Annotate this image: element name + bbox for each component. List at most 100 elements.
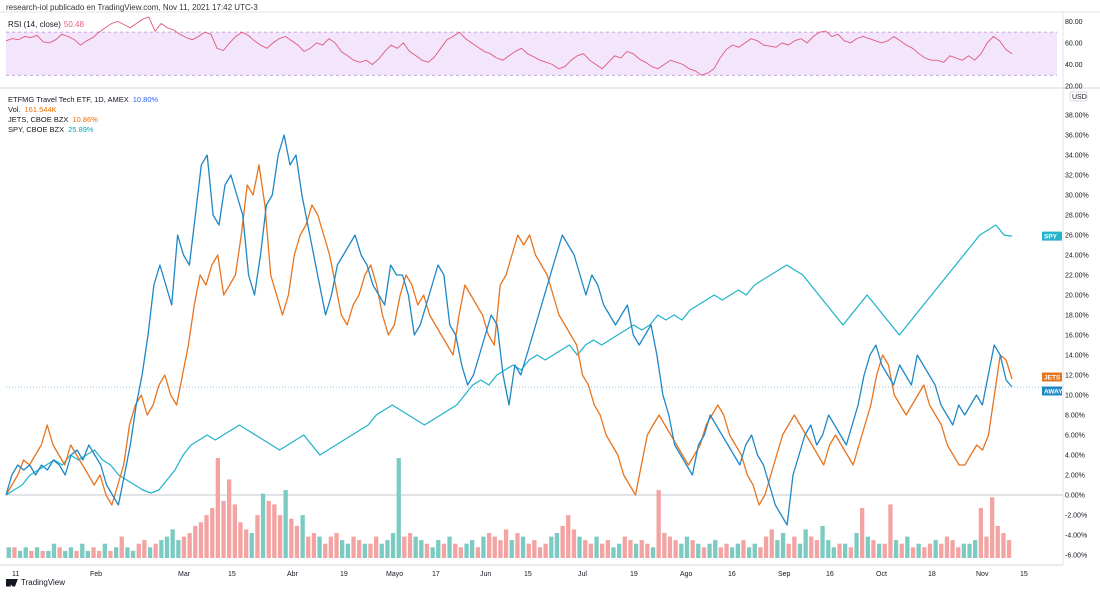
legend-value: 10.86% (72, 115, 98, 124)
volume-bar (809, 536, 814, 558)
volume-bar (1006, 540, 1012, 558)
volume-bar (345, 543, 350, 558)
legend-row-jets[interactable]: JETS, CBOE BZX 10.86% (8, 115, 158, 125)
volume-bar (221, 500, 226, 558)
volume-bar (300, 515, 305, 558)
y-tick-label: 12.00% (1065, 373, 1089, 380)
y-tick-label: -6.00% (1065, 553, 1087, 560)
volume-bar (204, 515, 209, 558)
volume-bar (922, 547, 927, 558)
volume-bar (436, 540, 441, 558)
volume-bar (617, 543, 622, 558)
volume-bar (797, 543, 803, 558)
x-tick-label: Mayo (386, 571, 403, 578)
volume-bar (854, 533, 859, 558)
y-tick-label: 10.00% (1065, 393, 1089, 400)
volume-bar (758, 547, 763, 558)
volume-bar (520, 536, 526, 558)
y-tick-label: 30.00% (1065, 193, 1089, 200)
volume-bar (566, 515, 571, 558)
volume-bar (820, 525, 825, 558)
volume-bar (379, 543, 384, 558)
volume-bar (950, 540, 955, 558)
y-tick-label: 4.00% (1065, 453, 1085, 460)
volume-bar (210, 508, 215, 558)
volume-bar (419, 540, 424, 558)
volume-bar (956, 547, 961, 558)
volume-bar (848, 547, 853, 558)
volume-bar (583, 540, 588, 558)
y-tick-label: 0.00% (1065, 493, 1085, 500)
volume-bar (990, 497, 995, 558)
volume-bar (266, 500, 271, 558)
volume-bar (735, 543, 740, 558)
volume-bar (730, 547, 735, 558)
volume-bar (159, 540, 164, 558)
y-tick-label: 32.00% (1065, 173, 1089, 180)
last-value-tag (1042, 231, 1062, 241)
volume-bar (882, 543, 887, 558)
legend-value: 10.80% (132, 95, 159, 104)
rsi-legend[interactable]: RSI (14, close) 50.48 (8, 20, 84, 29)
y-tick-label: 8.00% (1065, 413, 1085, 420)
legend-label: JETS, CBOE BZX (8, 115, 69, 124)
volume-bar (718, 547, 723, 558)
footer-brand: TradingView (21, 578, 66, 587)
legend-label: SPY, CBOE BZX (8, 125, 65, 134)
volume-bar (407, 533, 413, 558)
volume-bar (91, 547, 96, 558)
volume-bar (696, 543, 701, 558)
volume-bar (51, 543, 57, 558)
publish-header: research-iol publicado en TradingView.co… (6, 3, 258, 12)
volume-bar (944, 536, 950, 558)
volume-bar (701, 547, 707, 558)
legend-row-away[interactable]: ETFMG Travel Tech ETF, 1D, AMEX 10.80% (8, 95, 158, 105)
volume-bar (475, 547, 480, 558)
main-legend[interactable]: ETFMG Travel Tech ETF, 1D, AMEX 10.80% Vo… (8, 95, 158, 135)
volume-bar (289, 518, 294, 558)
y-tick-label: 20.00% (1065, 293, 1089, 300)
volume-bar (605, 540, 610, 558)
volume-bar (814, 540, 820, 558)
volume-bar (340, 540, 345, 558)
volume-bar (656, 490, 661, 558)
rsi-tick-label: 40.00 (1065, 62, 1083, 69)
volume-bar (396, 458, 401, 558)
legend-label: ETFMG Travel Tech ETF, 1D, AMEX (8, 95, 129, 104)
volume-bar (181, 536, 187, 558)
x-tick-label: 15 (524, 571, 532, 578)
rsi-pane (5, 16, 1057, 76)
volume-bar (362, 543, 367, 558)
volume-bar (893, 540, 899, 558)
volume-bar (283, 490, 288, 558)
volume-bar (927, 543, 933, 558)
volume-bar (775, 540, 780, 558)
legend-row-volume[interactable]: Vol. 161.544K (8, 105, 158, 115)
volume-bar (46, 550, 51, 558)
volume-bar (323, 543, 328, 558)
volume-bar (34, 547, 40, 558)
x-tick-label: Nov (976, 571, 989, 578)
volume-bar (114, 547, 119, 558)
volume-bar (871, 540, 876, 558)
volume-bar (939, 543, 944, 558)
legend-value: 161.544K (24, 105, 57, 114)
volume-bar (385, 540, 390, 558)
tradingview-footer[interactable]: TradingView (6, 578, 65, 587)
volume-bar (102, 543, 107, 558)
volume-bar (877, 543, 882, 558)
legend-row-spy[interactable]: SPY, CBOE BZX 25.89% (8, 125, 158, 135)
volume-bar (843, 543, 848, 558)
volume-bar (193, 525, 198, 558)
y-tick-label: -2.00% (1065, 513, 1087, 520)
volume-bar (328, 536, 333, 558)
volume-bar (560, 525, 565, 558)
volume-bar (973, 540, 978, 558)
volume-bar (831, 547, 836, 558)
volume-bar (515, 533, 520, 558)
volume-bar (984, 536, 989, 558)
volume-bar (63, 550, 68, 558)
volume-bar (481, 536, 486, 558)
y-tick-label: 38.00% (1065, 113, 1089, 120)
